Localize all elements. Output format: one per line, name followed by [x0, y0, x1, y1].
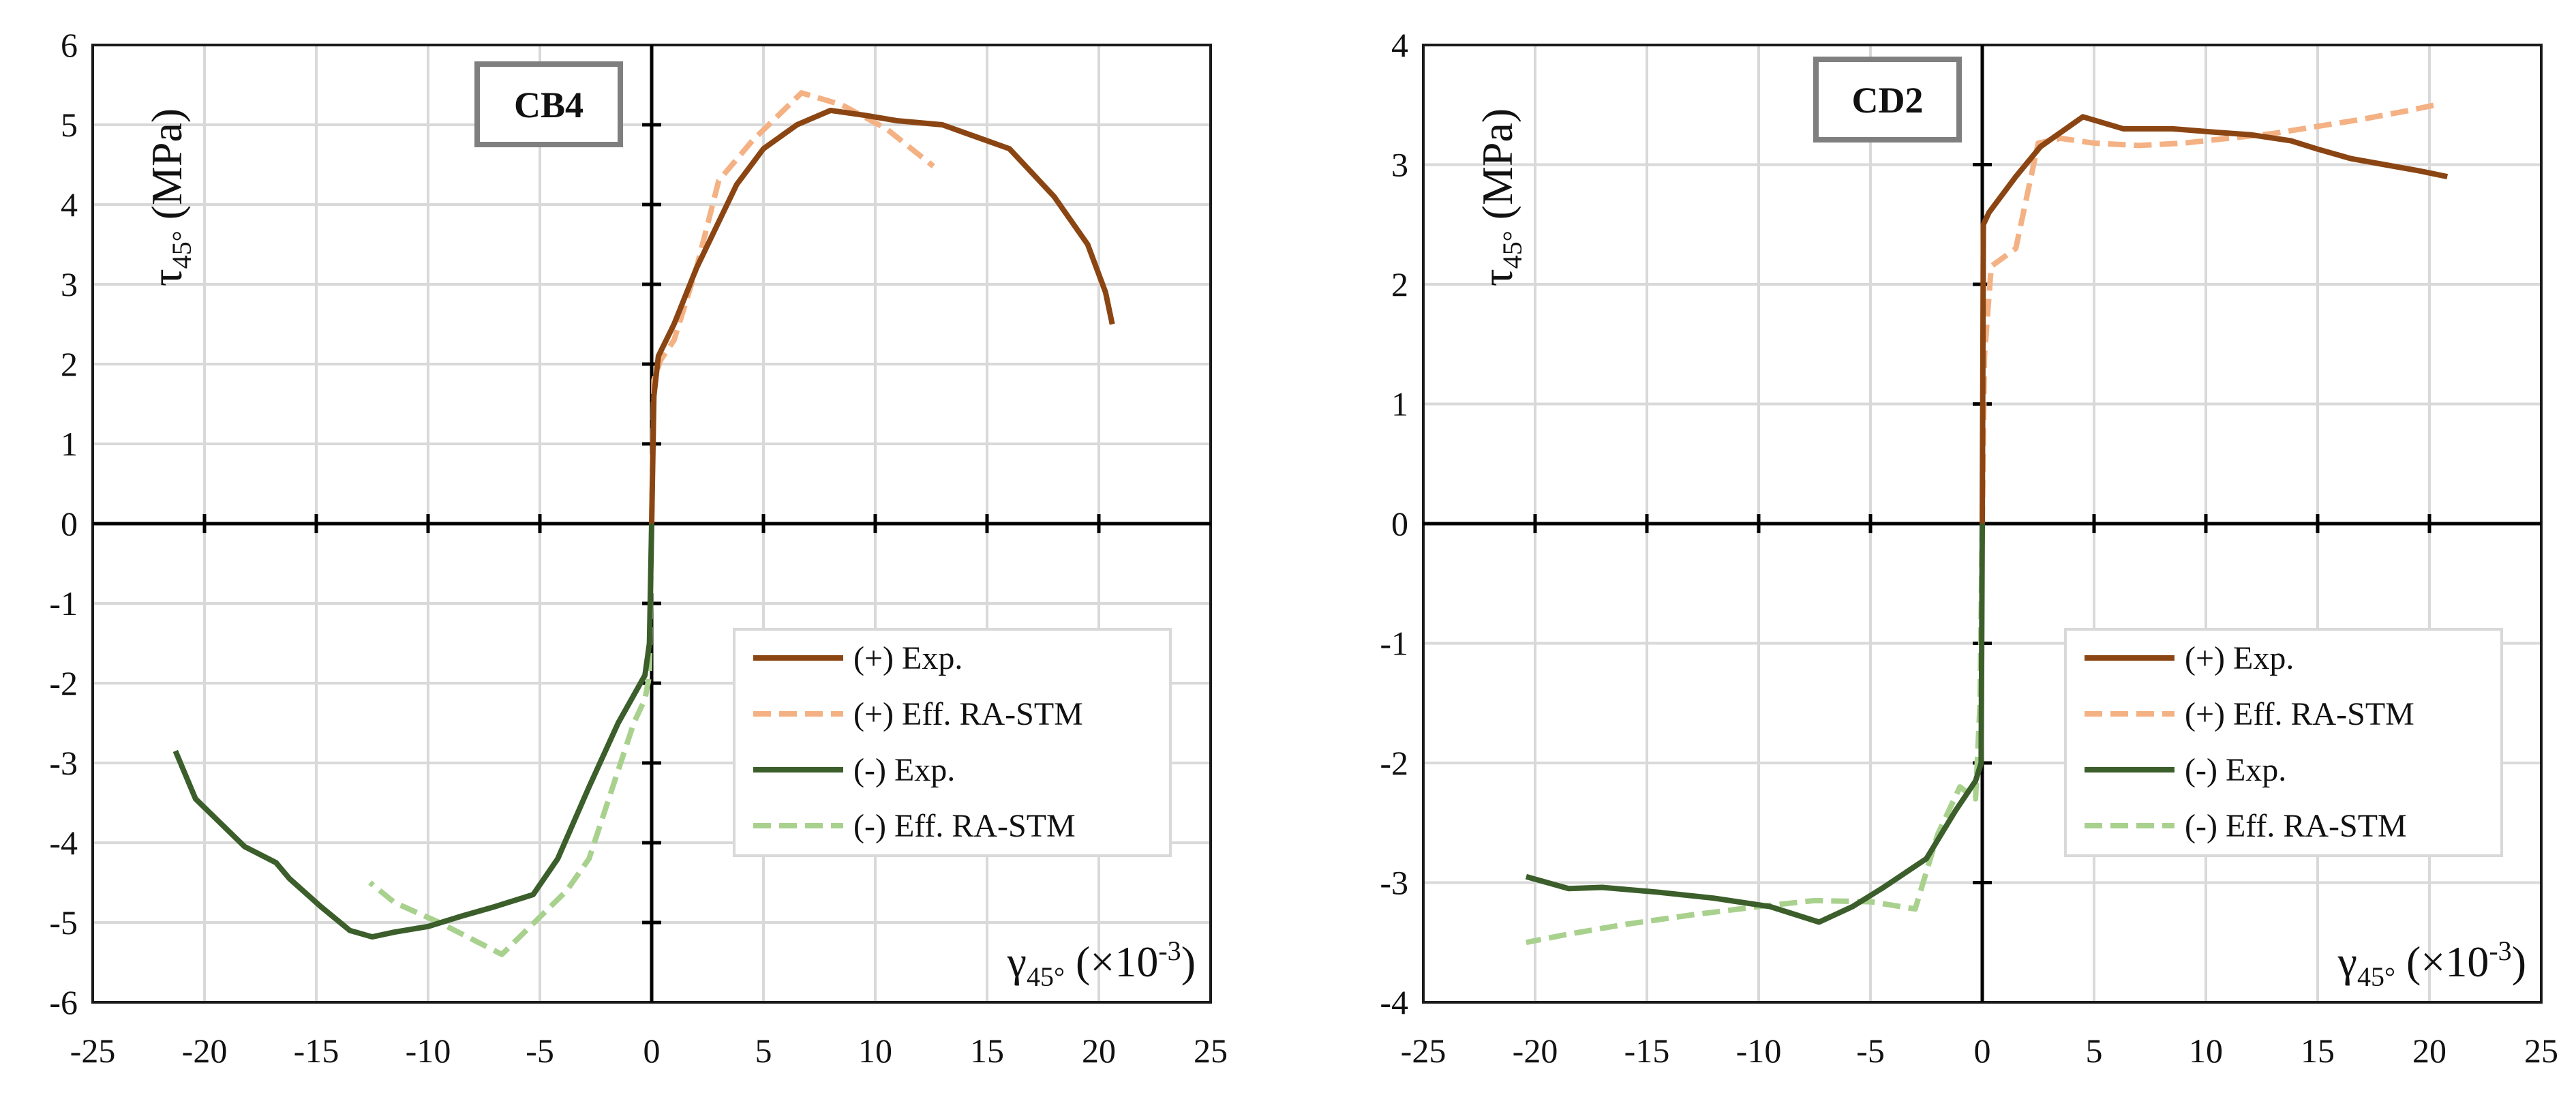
legend-label-pos-eff: (+) Eff. RA-STM — [2185, 696, 2414, 732]
x-axis-title: γ45° (×10-3) — [1007, 935, 1196, 992]
text-part: (×10 — [1065, 937, 1158, 986]
legend-box — [2064, 628, 2503, 857]
text-part: ) — [2512, 937, 2526, 986]
y-tick-label: 0 — [1391, 505, 1408, 543]
text-part: τ — [142, 269, 191, 286]
x-tick-label: -5 — [1856, 1032, 1885, 1070]
x-tick-label: 0 — [643, 1032, 661, 1070]
y-tick-label: -4 — [49, 824, 78, 862]
x-tick-label: 25 — [2524, 1032, 2558, 1070]
text-part: (MPa) — [142, 108, 191, 231]
x-tick-label: -20 — [1513, 1032, 1558, 1070]
x-tick-label: -5 — [526, 1032, 554, 1070]
text-part: 45° — [2357, 961, 2395, 992]
x-tick-label: 15 — [970, 1032, 1004, 1070]
x-tick-label: 10 — [2189, 1032, 2223, 1070]
legend-box — [733, 628, 1172, 857]
y-tick-label: 5 — [61, 106, 78, 144]
text-part: τ — [1473, 269, 1521, 286]
text-part: γ — [1007, 937, 1027, 986]
y-tick-label: 3 — [61, 265, 78, 303]
y-tick-label: 1 — [61, 425, 78, 463]
x-tick-label: -25 — [1401, 1032, 1446, 1070]
legend-label-pos-exp: (+) Exp. — [2185, 640, 2294, 676]
x-tick-label: 0 — [1974, 1032, 1991, 1070]
series-line-pos-eff — [1980, 102, 2437, 524]
y-tick-label: -3 — [1380, 864, 1408, 902]
text-part: 45° — [1497, 230, 1528, 269]
y-tick-label: -5 — [49, 903, 78, 942]
text-part: ) — [1181, 937, 1196, 986]
x-tick-label: -20 — [182, 1032, 228, 1070]
y-tick-label: 4 — [1391, 26, 1408, 64]
x-tick-label: 10 — [858, 1032, 892, 1070]
x-tick-label: -25 — [70, 1032, 116, 1070]
legend-label-neg-eff: (-) Eff. RA-STM — [853, 808, 1076, 844]
legend: (+) Exp. (+) Eff. RA-STM (-) Exp. (-) Eff. … — [733, 628, 1172, 857]
x-tick-label: -15 — [294, 1032, 339, 1070]
y-axis-title: τ45° (MPa) — [142, 108, 197, 286]
x-tick-label: 25 — [1194, 1032, 1228, 1070]
legend-label-neg-eff: (-) Eff. RA-STM — [2185, 808, 2407, 844]
panel-label-box — [474, 61, 623, 147]
panel-label-box — [1813, 57, 1962, 142]
y-tick-label: 0 — [61, 505, 78, 543]
y-tick-label: 6 — [61, 26, 78, 64]
text-part: γ — [2337, 937, 2357, 986]
legend-label-neg-exp: (-) Exp. — [853, 752, 955, 788]
x-axis-title: γ45° (×10-3) — [2337, 935, 2526, 992]
legend-label-neg-exp: (-) Exp. — [2185, 752, 2286, 788]
text-part: 45° — [1027, 961, 1065, 992]
text-part: -3 — [1158, 935, 1181, 966]
series-line-neg-eff — [1526, 523, 1985, 946]
chart-panel-cd2: -25 -20 -15 -10 -5 0 5 10 15 20 25-4-3-2-101234CD2… — [1380, 26, 2558, 1070]
text-part: (×10 — [2395, 937, 2489, 986]
y-tick-label: -1 — [49, 584, 78, 622]
x-tick-label: -10 — [1736, 1032, 1782, 1070]
series-line-pos-eff — [649, 90, 935, 524]
y-tick-label: -2 — [49, 664, 78, 702]
panel-label: CD2 — [1852, 80, 1924, 121]
y-tick-label: 2 — [61, 345, 78, 383]
chart-panel-cb4: -25 -20 -15 -10 -5 0 5 10 15 20 25-6-5-4-3-2-10123… — [49, 26, 1228, 1070]
y-tick-label: 4 — [61, 185, 78, 224]
y-tick-label: 3 — [1391, 146, 1408, 184]
y-tick-label: 2 — [1391, 265, 1408, 303]
text-part: 45° — [166, 230, 197, 269]
text-part: -3 — [2489, 935, 2511, 966]
series-line-pos-exp — [1980, 114, 2449, 524]
y-tick-label: -6 — [49, 983, 78, 1021]
legend-label-pos-exp: (+) Exp. — [853, 640, 963, 676]
series-line-neg-exp — [1525, 523, 1985, 925]
y-tick-label: 1 — [1391, 385, 1408, 423]
x-tick-label: -10 — [406, 1032, 451, 1070]
x-tick-label: 20 — [1082, 1032, 1116, 1070]
legend: (+) Exp. (+) Eff. RA-STM (-) Exp. (-) Eff. … — [2064, 628, 2503, 857]
y-tick-label: -1 — [1380, 625, 1408, 663]
y-axis-title: τ45° (MPa) — [1473, 108, 1528, 286]
x-tick-label: -15 — [1624, 1032, 1670, 1070]
x-tick-label: 5 — [2086, 1032, 2103, 1070]
legend-label-pos-eff: (+) Eff. RA-STM — [853, 696, 1083, 732]
y-tick-label: -3 — [49, 744, 78, 782]
x-tick-label: 5 — [755, 1032, 772, 1070]
series-line-neg-exp — [172, 523, 654, 940]
x-tick-label: 20 — [2412, 1032, 2446, 1070]
y-tick-label: -2 — [1380, 744, 1408, 782]
series-line-pos-exp — [649, 107, 1115, 524]
series-line-neg-eff — [368, 523, 654, 957]
text-part: (MPa) — [1473, 108, 1521, 231]
x-tick-label: 15 — [2301, 1032, 2335, 1070]
panel-label: CB4 — [514, 85, 584, 125]
y-tick-label: -4 — [1380, 983, 1408, 1021]
